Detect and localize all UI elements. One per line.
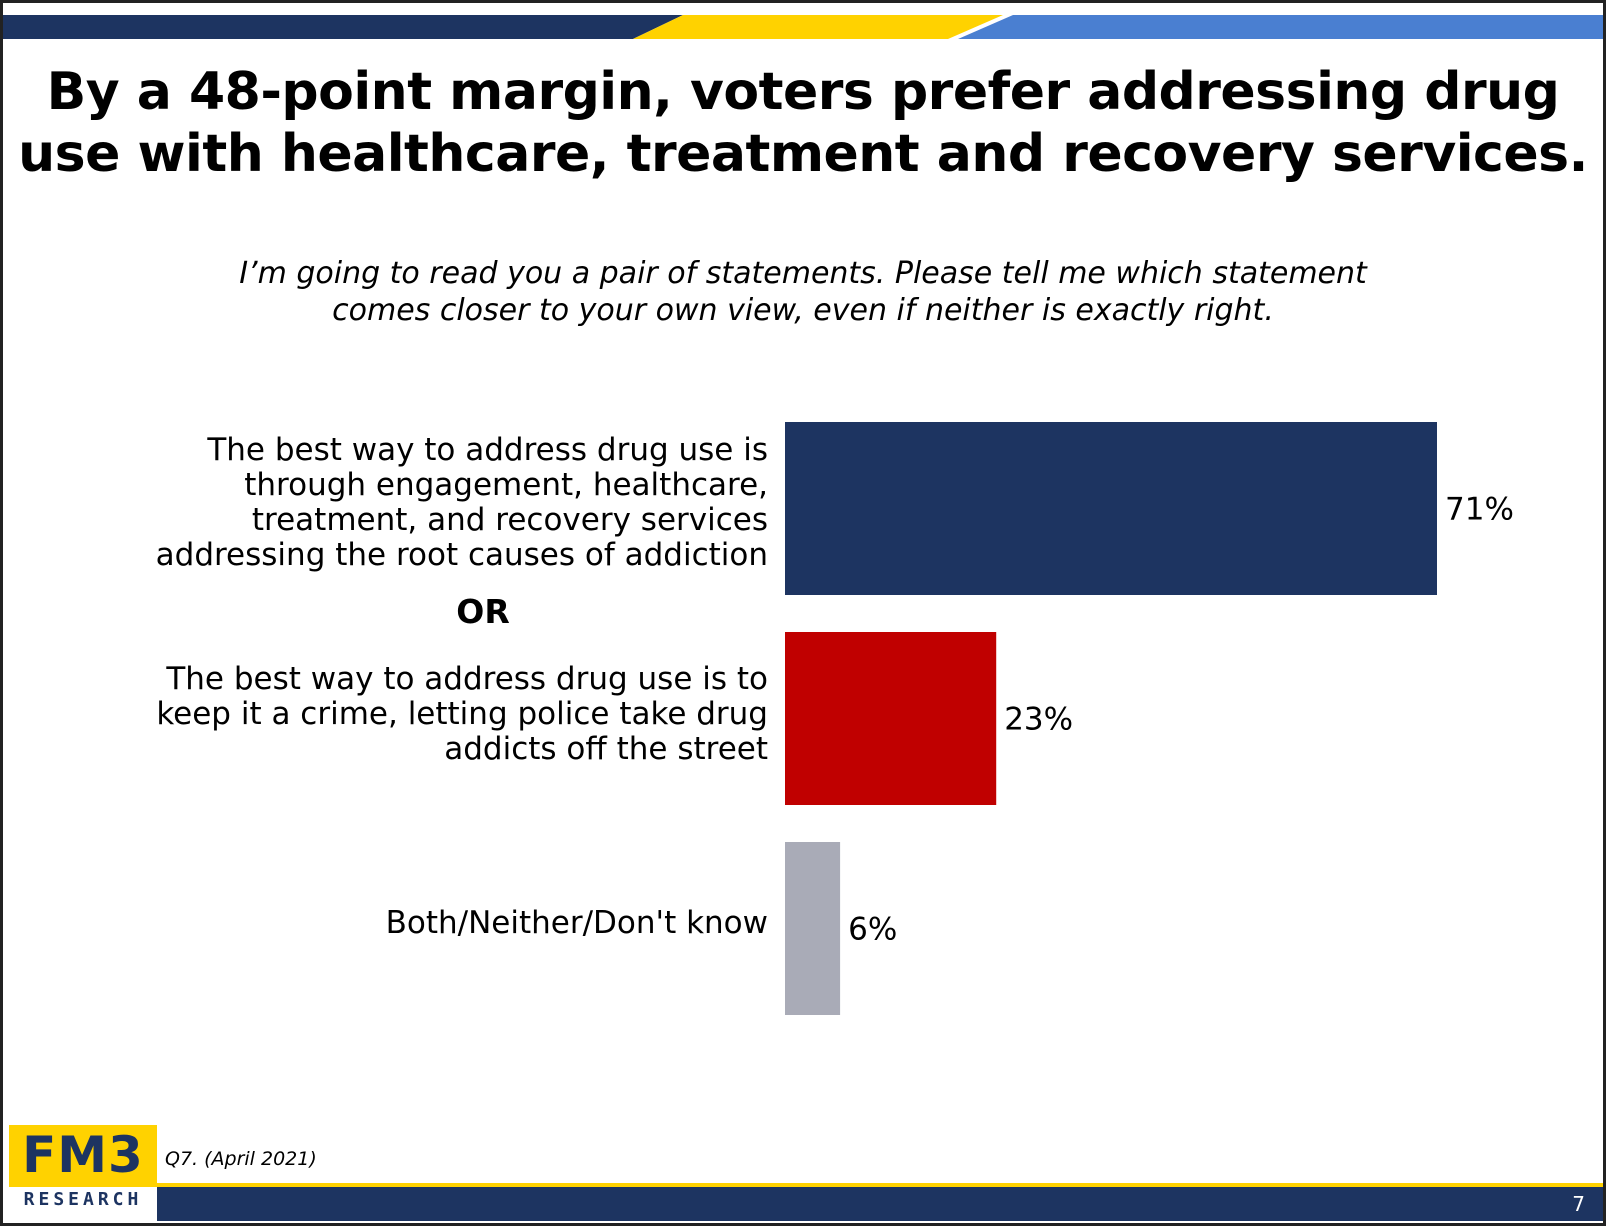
question-text: I’m going to read you a pair of statemen… (3, 255, 1603, 329)
top-band-blue (958, 15, 1603, 39)
fm3-logo: FM3 RESEARCH (9, 1125, 157, 1213)
top-band-navy (3, 15, 683, 39)
page-title: By a 48-point margin, voters prefer addr… (3, 61, 1603, 185)
page-title-line-2: use with healthcare, treatment and recov… (18, 124, 1588, 184)
category-label-line: addicts off the street (444, 731, 768, 767)
bar-3 (785, 842, 841, 1015)
value-label-1: 71% (1445, 492, 1514, 528)
category-label-crime: The best way to address drug use is to k… (156, 662, 768, 767)
bar-1 (785, 422, 1437, 595)
value-label-2: 23% (1004, 702, 1073, 738)
source-note: Q7. (April 2021) (165, 1148, 317, 1170)
category-label-line: treatment, and recovery services (251, 502, 768, 538)
page-number: 7 (1572, 1192, 1585, 1216)
category-label-line: Both/Neither/Don't know (385, 905, 768, 941)
bar-2 (785, 632, 997, 805)
category-label-line: keep it a crime, letting police take dru… (156, 696, 768, 732)
bottom-band: 7 (157, 1183, 1603, 1221)
category-label-line: through engagement, healthcare, (244, 467, 768, 503)
or-separator: OR (456, 592, 510, 631)
category-label-line: addressing the root causes of addiction (155, 537, 768, 573)
top-color-band (3, 15, 1603, 39)
logo-main-text: FM3 (22, 1126, 144, 1184)
category-label-dont-know: Both/Neither/Don't know (386, 906, 768, 941)
bar-chart: 71% 23% 6% (785, 422, 1514, 1015)
category-label-line: The best way to address drug use is (207, 432, 768, 468)
top-band-gold (633, 15, 1003, 39)
page-title-line-1: By a 48-point margin, voters prefer addr… (46, 62, 1560, 122)
category-label-treatment: The best way to address drug use is thro… (156, 433, 768, 573)
question-line-1: I’m going to read you a pair of statemen… (239, 256, 1367, 291)
question-line-2: comes closer to your own view, even if n… (332, 293, 1274, 328)
value-label-3: 6% (848, 912, 897, 948)
category-label-line: The best way to address drug use is to (166, 661, 768, 697)
logo-sub-text: RESEARCH (9, 1187, 157, 1213)
